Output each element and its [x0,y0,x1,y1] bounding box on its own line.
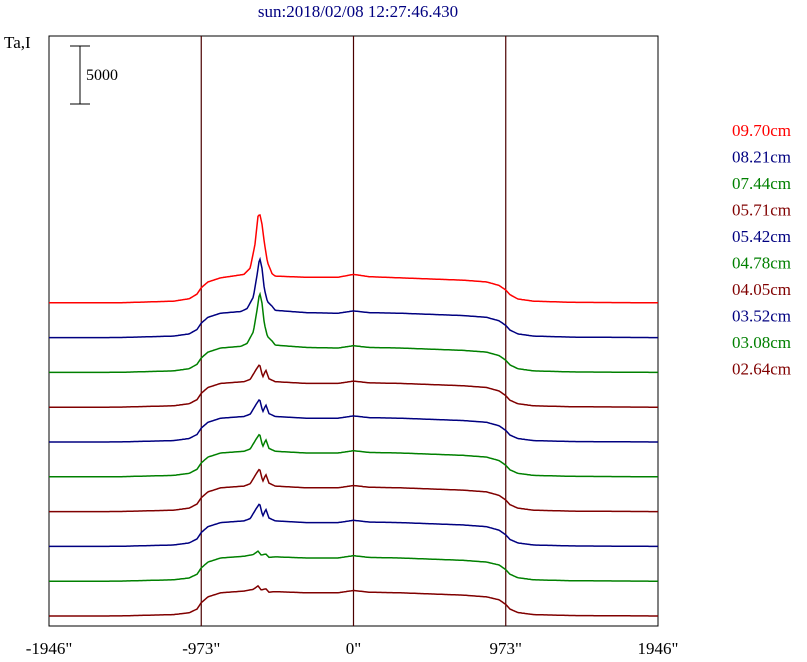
legend-entry-03-52cm: 03.52cm [732,307,791,326]
series-curves [49,214,658,617]
series-line-03-08cm [49,550,658,582]
legend-entry-07-44cm: 07.44cm [732,174,791,193]
x-tick-labels: -1946" -973" 0" 973" 1946" [26,639,679,658]
series-line-05-42cm [49,398,658,443]
legend-entry-02-64cm: 02.64cm [732,360,791,379]
x-tick-label-2: 0" [346,639,361,658]
series-line-02-64cm [49,584,658,617]
scale-bar: 5000 [70,45,118,105]
series-line-04-05cm [49,468,658,513]
y-axis-label: Ta,I [4,33,31,52]
scale-bar-label: 5000 [86,67,118,84]
series-line-07-44cm [49,291,658,374]
legend-entry-09-70cm: 09.70cm [732,121,791,140]
legend-entry-04-78cm: 04.78cm [732,254,791,273]
legend-entry-08-21cm: 08.21cm [732,148,791,167]
legend: 09.70cm 08.21cm 07.44cm 05.71cm 05.42cm 04.78… [732,121,791,379]
series-line-05-71cm [49,364,658,408]
legend-entry-05-71cm: 05.71cm [732,201,791,220]
legend-entry-05-42cm: 05.42cm [732,227,791,246]
x-tick-label-4: 1946" [638,639,679,658]
legend-entry-03-08cm: 03.08cm [732,333,791,352]
legend-entry-04-05cm: 04.05cm [732,280,791,299]
series-line-08-21cm [49,256,658,339]
x-tick-label-1: -973" [182,639,220,658]
series-line-09-70cm [49,214,658,304]
x-tick-label-0: -1946" [26,639,73,658]
x-tick-label-3: 973" [490,639,522,658]
series-line-04-78cm [49,433,658,478]
reference-lines [200,36,507,626]
chart-title: sun:2018/02/08 12:27:46.430 [258,2,458,21]
series-line-03-52cm [49,503,658,548]
